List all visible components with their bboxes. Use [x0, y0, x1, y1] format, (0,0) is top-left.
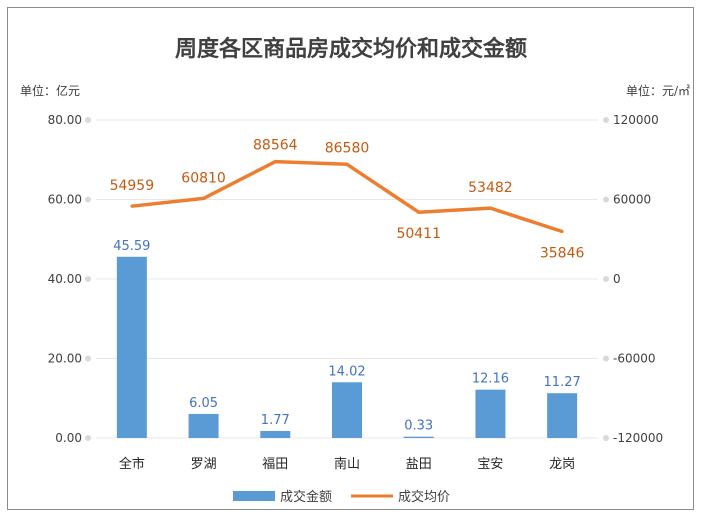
category-label: 福田: [262, 457, 288, 472]
left-tick-label: 80.00: [48, 113, 82, 127]
bar: [116, 256, 147, 438]
category-label: 全市: [119, 456, 145, 472]
bar-value-label: 11.27: [544, 375, 581, 390]
bar: [260, 430, 291, 438]
line-value-label: 54959: [110, 178, 155, 194]
left-tick-label: 20.00: [48, 352, 82, 366]
right-tick-label: 120000: [613, 113, 659, 127]
right-tick-marker: [603, 355, 609, 362]
left-tick-marker: [85, 435, 91, 441]
chart: 周度各区商品房成交均价和成交金额 单位：亿元 单位：元/㎡ 0.00 20.00 4…: [20, 36, 690, 505]
chart-frame: 周度各区商品房成交均价和成交金额 单位：亿元 单位：元/㎡ 0.00 20.00 4…: [7, 7, 694, 510]
bar: [332, 382, 362, 438]
line-point: [560, 230, 564, 234]
left-tick-label: 40.00: [48, 272, 82, 286]
line-value-label: 35846: [540, 246, 585, 262]
right-tick-marker: [603, 196, 609, 203]
category-label: 宝安: [477, 457, 503, 472]
right-tick-label: -120000: [613, 431, 663, 445]
line-value-label: 86580: [325, 140, 370, 156]
left-tick-marker: [85, 276, 91, 282]
left-tick-marker: [85, 196, 91, 203]
legend-line-label: 成交均价: [398, 489, 450, 505]
bar-value-label: 0.33: [404, 419, 433, 434]
bar: [188, 413, 219, 438]
right-tick-marker: [603, 435, 609, 441]
left-tick-marker: [85, 117, 91, 123]
line-point: [417, 210, 421, 214]
left-tick-label: 0.00: [55, 431, 82, 445]
left-axis-ticks: 0.00 20.00 40.00 60.00 80.00: [48, 113, 91, 445]
line-series: 54959 60810 88564 86580 50411 53482 35846: [110, 138, 585, 262]
right-tick-label: 0: [613, 272, 621, 286]
bar-series: 45.59 6.05 1.77 14.02 0.33 12.16 11.27: [113, 239, 581, 438]
bar: [475, 389, 506, 438]
left-tick-marker: [85, 355, 91, 362]
line-point: [273, 160, 277, 164]
line-value-label: 60810: [181, 170, 226, 186]
legend: 成交金额 成交均价: [233, 489, 450, 505]
right-tick-marker: [603, 276, 609, 282]
line-point: [130, 204, 134, 208]
category-label: 罗湖: [191, 457, 217, 472]
chart-title: 周度各区商品房成交均价和成交金额: [175, 36, 527, 62]
line-point: [202, 196, 206, 200]
right-tick-label: -60000: [613, 352, 656, 366]
left-tick-label: 60.00: [48, 193, 82, 207]
right-tick-marker: [603, 117, 609, 123]
line-value-label: 88564: [253, 138, 298, 154]
right-axis-ticks: -120000 -60000 0 60000 120000: [603, 113, 663, 445]
line-value-label: 53482: [468, 180, 513, 196]
line-value-label: 50411: [396, 226, 441, 242]
right-axis-unit: 单位：元/㎡: [626, 83, 690, 98]
line-point: [345, 162, 349, 166]
bar: [403, 436, 434, 438]
right-tick-label: 60000: [613, 193, 651, 207]
category-labels: 全市 罗湖 福田 南山 盐田 宝安 龙岗: [119, 456, 575, 472]
category-label: 南山: [334, 456, 360, 472]
category-label: 盐田: [406, 457, 432, 472]
legend-bar-swatch: [233, 491, 275, 501]
bar-value-label: 14.02: [328, 364, 365, 379]
bar-value-label: 6.05: [189, 396, 218, 411]
bar: [547, 393, 578, 438]
line-point: [488, 206, 492, 210]
bar-value-label: 12.16: [472, 372, 509, 387]
legend-bar-label: 成交金额: [280, 489, 332, 505]
bar-value-label: 45.59: [113, 239, 150, 254]
left-axis-unit: 单位：亿元: [20, 83, 80, 98]
bar-value-label: 1.77: [261, 413, 290, 428]
category-label: 龙岗: [549, 457, 575, 472]
